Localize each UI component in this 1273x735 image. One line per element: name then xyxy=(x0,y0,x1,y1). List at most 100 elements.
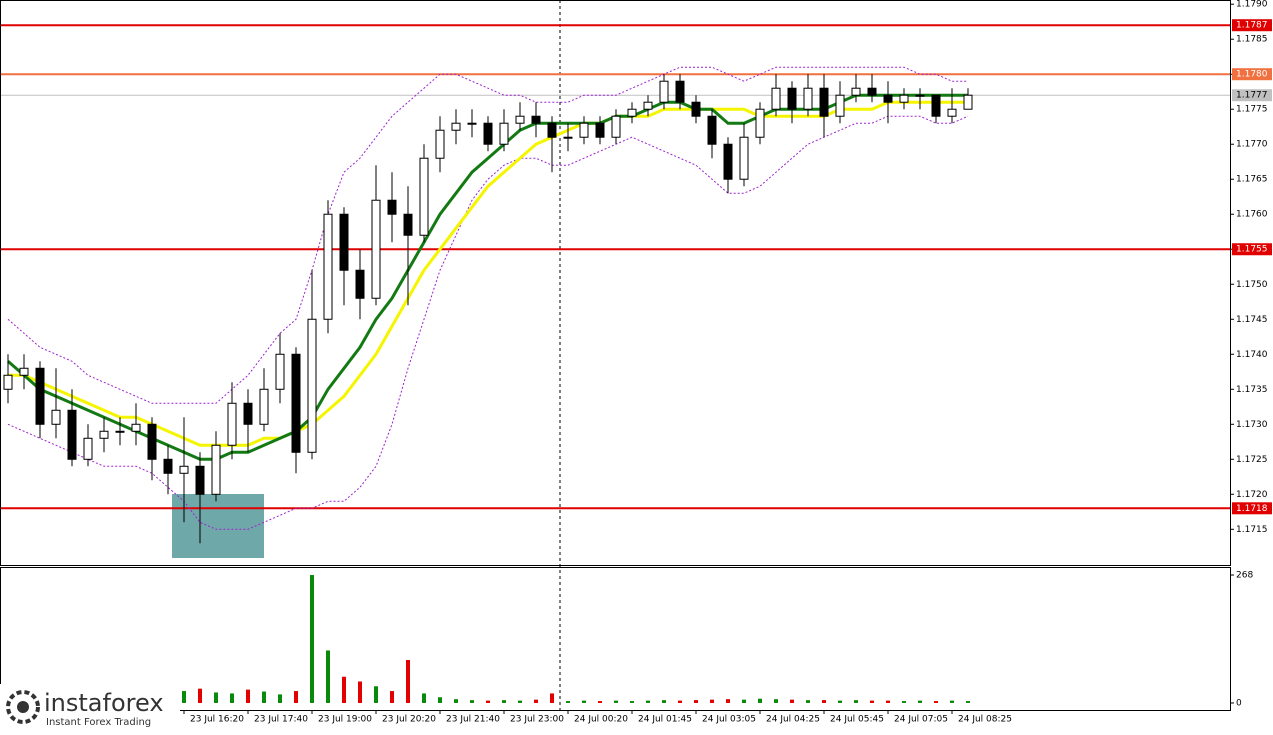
candle-body xyxy=(595,122,605,138)
candle-body xyxy=(883,94,893,103)
y-tick-label: 1.1715 xyxy=(1236,525,1268,535)
y-tick-label: 1.1770 xyxy=(1236,140,1268,150)
level-label: 1.1755 xyxy=(1236,245,1268,255)
candle-body xyxy=(947,108,957,117)
y-tick-label: 1.1750 xyxy=(1236,280,1268,290)
volume-bar xyxy=(278,694,282,703)
candle-body xyxy=(211,444,221,495)
volume-bar xyxy=(630,701,634,703)
x-tick-label: 24 Jul 07:05 xyxy=(894,715,948,725)
candle-body xyxy=(579,122,589,138)
volume-bar xyxy=(662,700,666,703)
volume-bar xyxy=(358,681,362,703)
y-tick-label: 1.1720 xyxy=(1236,490,1268,500)
level-label: 1.1777 xyxy=(1236,91,1268,101)
candle-body xyxy=(387,199,397,215)
y-tick-label: 1.1775 xyxy=(1236,105,1268,115)
volume-bar xyxy=(406,660,410,703)
volume-bar xyxy=(902,701,906,703)
volume-bar xyxy=(438,697,442,703)
candle-body xyxy=(611,115,621,138)
volume-bar xyxy=(886,700,890,703)
volume-bar xyxy=(774,699,778,703)
candle-body xyxy=(259,388,269,425)
price-panel xyxy=(0,24,1230,544)
volume-bar xyxy=(870,700,874,703)
candle-body xyxy=(707,115,717,145)
y-tick-label: 1.1745 xyxy=(1236,315,1268,325)
candle-body xyxy=(675,80,685,103)
x-tick-label: 23 Jul 21:40 xyxy=(446,715,500,725)
volume-bar xyxy=(598,701,602,703)
volume-bar xyxy=(566,701,570,703)
x-tick-label: 23 Jul 16:20 xyxy=(190,715,244,725)
volume-bar xyxy=(614,700,618,703)
volume-bar xyxy=(950,700,954,703)
level-label-box xyxy=(1232,502,1272,515)
volume-y-tick-label: 0 xyxy=(1236,698,1242,708)
volume-bar xyxy=(198,688,202,703)
candle-body xyxy=(227,402,237,446)
volume-bar xyxy=(790,699,794,703)
volume-bar xyxy=(758,698,762,703)
volume-bar xyxy=(294,691,298,703)
candle-body xyxy=(19,367,29,376)
volume-bar xyxy=(646,700,650,703)
candle-body xyxy=(339,213,349,271)
candle-body xyxy=(35,367,45,425)
volume-bar xyxy=(742,699,746,703)
candle-body xyxy=(531,115,541,124)
candle-body xyxy=(899,94,909,103)
volume-bar xyxy=(710,699,714,703)
candle-body xyxy=(835,94,845,117)
volume-bar xyxy=(182,691,186,703)
x-tick-label: 24 Jul 05:45 xyxy=(830,715,884,725)
candle-body xyxy=(723,143,733,180)
volume-bar xyxy=(310,575,314,703)
volume-bar xyxy=(326,650,330,703)
logo-name: instaforex xyxy=(44,689,164,717)
candle-body xyxy=(803,87,813,110)
volume-bar xyxy=(694,700,698,703)
candle-body xyxy=(483,122,493,145)
candle-body xyxy=(755,108,765,138)
volume-frame xyxy=(0,567,1231,711)
price-frame xyxy=(0,0,1231,566)
candle-body xyxy=(515,115,525,124)
candle-body xyxy=(323,213,333,320)
candle-body xyxy=(147,423,157,460)
level-label-box xyxy=(1232,243,1272,256)
candle-body xyxy=(771,87,781,110)
x-tick-label: 23 Jul 17:40 xyxy=(254,715,308,725)
highlight-box xyxy=(172,494,264,558)
volume-bar xyxy=(934,701,938,703)
x-tick-label: 23 Jul 23:00 xyxy=(510,715,564,725)
candle-body xyxy=(787,87,797,110)
candle-body xyxy=(451,122,461,131)
candle-body xyxy=(867,87,877,96)
volume-bar xyxy=(966,701,970,703)
y-tick-label: 1.1760 xyxy=(1236,210,1268,220)
candle-body xyxy=(643,101,653,110)
x-tick-label: 23 Jul 19:00 xyxy=(318,715,372,725)
y-tick-label: 1.1765 xyxy=(1236,175,1268,185)
volume-bar xyxy=(454,699,458,703)
volume-bar xyxy=(374,686,378,703)
candle-body xyxy=(499,122,509,145)
logo: instaforex Instant Forex Trading xyxy=(0,684,180,731)
candle-body xyxy=(355,269,365,299)
x-tick-label: 24 Jul 00:20 xyxy=(574,715,628,725)
volume-y-tick-label: 268 xyxy=(1236,571,1253,581)
volume-bar xyxy=(502,700,506,703)
level-label: 1.1787 xyxy=(1236,21,1268,31)
volume-bar xyxy=(550,693,554,703)
candle-body xyxy=(467,122,477,125)
candle-body xyxy=(819,87,829,117)
candle-body xyxy=(739,136,749,180)
level-label-box xyxy=(1232,89,1272,102)
candle-body xyxy=(547,122,557,138)
level-label: 1.1780 xyxy=(1236,70,1268,80)
level-label: 1.1718 xyxy=(1236,504,1268,514)
